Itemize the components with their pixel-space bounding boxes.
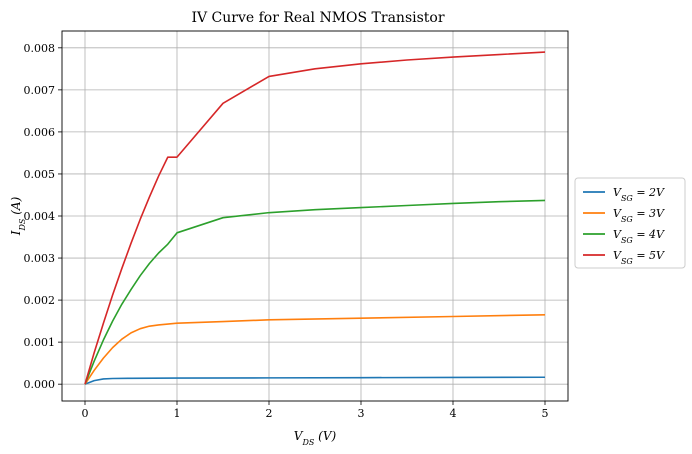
y-tick-label: 0.001	[24, 336, 56, 349]
x-tick-label: 0	[82, 407, 89, 420]
x-tick-label: 3	[358, 407, 365, 420]
y-axis-title: IDS (A)	[9, 196, 27, 236]
series-line-3	[84, 199, 546, 385]
legend-label-2: VSG = 3V	[613, 207, 665, 224]
y-tick-label: 0.005	[24, 168, 56, 181]
x-tick-label: 2	[266, 407, 273, 420]
legend: VSG = 2V VSG = 3V VSG = 4V VSG = 5V	[574, 177, 686, 269]
legend-box	[574, 177, 686, 269]
y-tick-label: 0.002	[24, 294, 56, 307]
plot-area: 0 1 2 3 4 5 0.000 0.001 0.002 0.003 0.004 0.005 0.00…	[9, 30, 569, 447]
x-tick-label: 1	[174, 407, 181, 420]
series-line-2	[84, 314, 546, 385]
series-line-4	[84, 51, 546, 385]
y-tick-label: 0.006	[24, 126, 56, 139]
y-tick-label: 0.003	[24, 252, 56, 265]
x-tick-label: 5	[542, 407, 549, 420]
legend-label-1: VSG = 2V	[613, 186, 665, 203]
legend-label-3: VSG = 4V	[613, 228, 665, 245]
chart-title: IV Curve for Real NMOS Transistor	[191, 10, 444, 26]
y-tick-label: 0.004	[24, 210, 56, 223]
x-axis-title: VDS (V)	[294, 429, 337, 447]
y-tick-label: 0.000	[24, 378, 56, 391]
x-tick-label: 4	[450, 407, 457, 420]
y-tick-label: 0.008	[24, 42, 56, 55]
y-tick-label: 0.007	[24, 84, 56, 97]
series-line-1	[84, 376, 546, 385]
legend-label-4: VSG = 5V	[613, 249, 665, 266]
